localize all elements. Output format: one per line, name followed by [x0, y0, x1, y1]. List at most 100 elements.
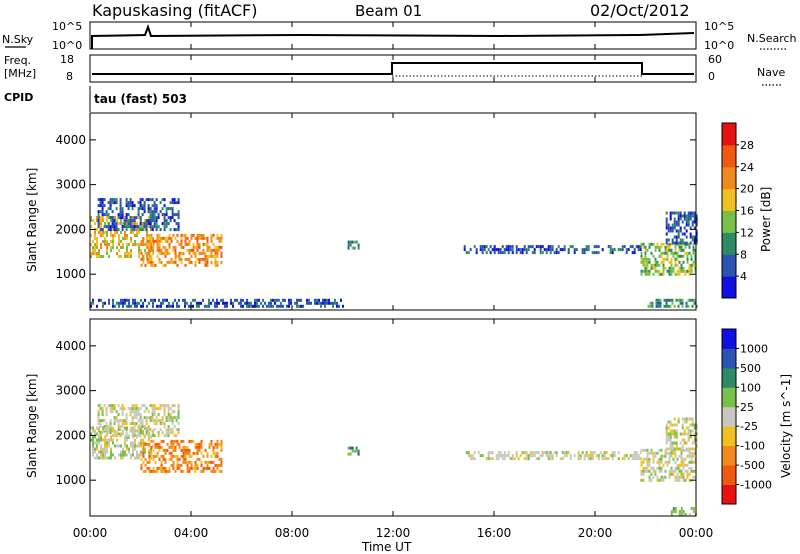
power-cell	[158, 251, 161, 255]
power-cell	[567, 248, 570, 252]
power-cell	[677, 241, 680, 245]
power-cell	[559, 248, 562, 252]
velocity-cell	[656, 460, 659, 464]
power-cell	[99, 201, 102, 205]
velocity-cell	[131, 434, 134, 438]
velocity-cell	[155, 407, 158, 411]
velocity-cell	[135, 422, 138, 426]
velocity-cell	[646, 469, 649, 473]
velocity-cell	[573, 454, 576, 458]
power-cell	[103, 225, 106, 229]
velocity-cell	[693, 447, 696, 451]
velocity-cell	[650, 478, 653, 482]
power-cell	[158, 236, 161, 240]
power-cell	[144, 251, 147, 255]
power-cell	[165, 207, 168, 211]
power-cell	[152, 304, 154, 308]
power-cell	[174, 251, 177, 255]
velocity-cell	[683, 417, 686, 421]
power-cell	[685, 235, 688, 239]
power-cell	[693, 214, 696, 218]
velocity-cell	[109, 428, 112, 432]
velocity-cell	[176, 466, 179, 470]
power-cell	[557, 251, 560, 255]
power-cell	[178, 254, 181, 258]
velocity-cell	[107, 404, 110, 408]
power-cell	[640, 272, 643, 276]
velocity-cell	[652, 469, 655, 473]
velocity-cell	[204, 460, 207, 464]
velocity-cell	[157, 419, 160, 423]
velocity-cell	[601, 457, 604, 461]
velocity-cell	[153, 407, 156, 411]
power-cell	[220, 233, 223, 237]
power-cell	[202, 233, 205, 237]
power-cell	[108, 243, 110, 246]
velocity-cell	[216, 463, 219, 467]
velocity-cell	[184, 454, 187, 458]
power-cell	[141, 207, 144, 211]
velocity-cell	[188, 466, 191, 470]
velocity-cell	[172, 460, 175, 464]
velocity-cell	[682, 463, 685, 467]
velocity-cell	[208, 466, 211, 470]
velocity-cell	[103, 404, 106, 408]
power-cell	[133, 219, 136, 223]
power-cell	[300, 298, 302, 302]
velocity-cell	[170, 463, 173, 467]
velocity-cell	[175, 434, 178, 438]
power-cell	[681, 220, 684, 224]
power-cell	[158, 239, 161, 243]
power-cell	[165, 219, 168, 223]
velocity-cell	[665, 429, 668, 433]
power-cell	[174, 298, 176, 302]
velocity-cell	[611, 454, 614, 458]
power-cell	[659, 301, 662, 305]
velocity-cell	[162, 454, 165, 458]
power-cell	[107, 222, 110, 226]
velocity-cell	[177, 416, 180, 420]
power-cell	[97, 216, 100, 220]
power-cell	[143, 207, 146, 211]
velocity-cell	[116, 444, 118, 448]
velocity-cell	[202, 466, 205, 470]
velocity-cell	[99, 431, 102, 435]
velocity-cell	[678, 478, 681, 482]
velocity-cell	[505, 454, 508, 458]
velocity-region-7	[670, 507, 697, 516]
velocity-cell	[658, 466, 661, 470]
power-colorbar-swatch-2	[722, 232, 736, 255]
power-cell	[145, 219, 148, 223]
velocity-cell	[196, 457, 199, 461]
velocity-cell	[692, 451, 695, 455]
power-cell	[112, 237, 114, 240]
velocity-cell	[174, 454, 177, 458]
power-cell	[160, 260, 163, 264]
velocity-cell	[204, 448, 207, 452]
velocity-cell	[206, 463, 209, 467]
velocity-cell	[613, 454, 616, 458]
velocity-cell	[163, 413, 166, 417]
power-cell	[127, 219, 130, 223]
power-cell	[673, 220, 676, 224]
velocity-cell	[163, 404, 166, 408]
velocity-cell	[141, 419, 144, 423]
velocity-cell	[200, 451, 203, 455]
power-cell	[184, 263, 187, 267]
date-title: 02/Oct/2012	[590, 1, 690, 20]
velocity-cell	[167, 425, 170, 429]
velocity-cell	[100, 438, 102, 442]
power-ytick-label-1: 2000	[55, 222, 86, 236]
power-cell	[336, 301, 338, 305]
power-cell	[690, 263, 693, 267]
power-cell	[162, 251, 165, 255]
power-cell	[652, 242, 655, 246]
power-region-7	[90, 298, 344, 308]
power-cell	[168, 233, 171, 237]
velocity-cell	[104, 438, 106, 442]
power-cell	[690, 254, 693, 258]
velocity-cell	[673, 441, 676, 445]
velocity-cell	[113, 422, 116, 426]
velocity-cell	[206, 454, 209, 458]
